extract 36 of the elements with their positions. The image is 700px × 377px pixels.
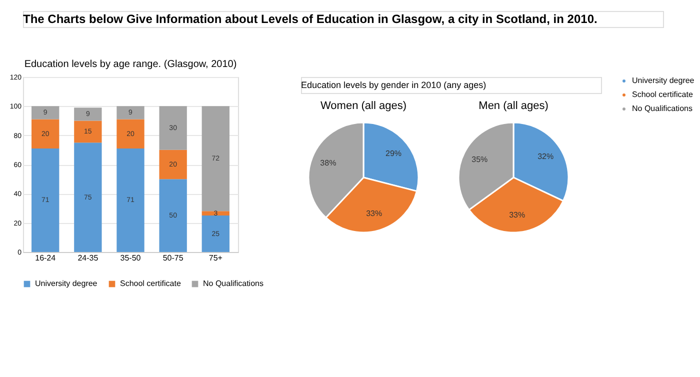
chart-title: Men (all ages) (478, 100, 548, 112)
chart-title: Education levels by age range. (Glasgow, 2010) (24, 59, 237, 70)
legend-label: University degree (35, 279, 98, 288)
data-label: 32% (538, 152, 554, 162)
legend-label: No Qualifications (203, 279, 264, 288)
bar (74, 108, 102, 121)
legend-label: School certificate (632, 90, 694, 99)
x-tick-label: 50-75 (162, 254, 184, 262)
text: The Charts below Give Information about Levels of Education in Glasgow, a city in Scotland, in 2010. (23, 12, 598, 26)
bar (159, 106, 187, 150)
legend-label: University degree (632, 76, 695, 85)
legend-label: School certificate (120, 279, 182, 288)
bar (159, 179, 187, 252)
data-label: 38% (320, 158, 336, 168)
bar (116, 106, 144, 120)
x-tick-label: 16-24 (35, 254, 56, 262)
data-label: 29% (386, 149, 402, 158)
bar (116, 119, 144, 148)
bar (116, 148, 144, 252)
bar (32, 119, 60, 148)
data-label: 33% (509, 210, 526, 220)
bar (202, 106, 230, 212)
bar (74, 120, 102, 143)
bar (32, 148, 60, 252)
text: Education levels by gender in 2010 (any ages) (301, 80, 486, 90)
x-tick-label: 75+ (208, 254, 223, 262)
bar (159, 150, 187, 180)
bar (74, 142, 102, 252)
x-tick-label: 24-35 (78, 254, 99, 262)
legend-label: No Qualifications (632, 104, 692, 113)
text: Women (all ages) (320, 100, 406, 112)
x-tick-label: 35-50 (120, 254, 142, 262)
bar (202, 216, 230, 252)
bar (32, 106, 60, 120)
data-label: 33% (366, 208, 382, 218)
data-label: 35% (472, 155, 488, 164)
